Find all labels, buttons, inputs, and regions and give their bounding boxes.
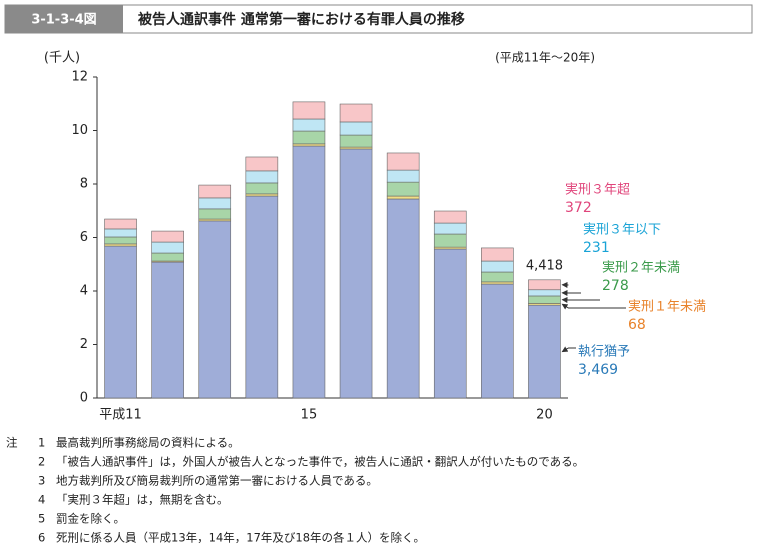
bar-segment [340, 149, 372, 398]
bar-segment [434, 234, 466, 247]
note-text: 死刑に係る人員（平成13年，14年，17年及び18年の各１人）を除く。 [56, 531, 425, 545]
bar-segment [199, 221, 231, 398]
note-number: 4 [38, 493, 45, 507]
arrow [562, 348, 576, 352]
series-value-label: 3,469 [578, 362, 618, 378]
bar-segment [481, 261, 513, 272]
bar-segment [481, 284, 513, 398]
bar-segment [481, 272, 513, 282]
note-text: 地方裁判所及び簡易裁判所の通常第一審における人員である。 [56, 474, 378, 488]
bar-segment [434, 249, 466, 398]
bar-segment [528, 290, 560, 296]
series-name: 実刑３年超 [565, 182, 630, 198]
note-number: 5 [38, 512, 45, 526]
bar-segment [528, 296, 560, 303]
arrow [562, 304, 626, 308]
series-name: 実刑１年未満 [628, 299, 706, 315]
title: 被告人通訳事件 通常第一審における有罪人員の推移 [138, 11, 465, 28]
bar-segment [387, 182, 419, 196]
bar-segment [293, 102, 325, 119]
y-tick-label: 10 [71, 123, 88, 138]
bar-segment [246, 157, 278, 171]
y-tick-label: 12 [71, 70, 88, 85]
bar-segment [528, 305, 560, 398]
period: (平成11年～20年) [495, 51, 595, 65]
bar-segment [246, 183, 278, 194]
bar-segment [340, 122, 372, 135]
series-value-label: 278 [602, 278, 629, 294]
y-tick-label: 8 [80, 177, 88, 192]
series-value-label: 231 [583, 240, 610, 256]
x-tick-label: 20 [536, 408, 553, 423]
note-text: 「被告人通訳事件」は，外国人が被告人となった事件で，被告人に通訳・翻訳人が付いた… [56, 455, 584, 469]
bar-segment [246, 196, 278, 398]
series-value-label: 68 [628, 317, 646, 333]
bar-segment [528, 280, 560, 290]
bar-segment [105, 244, 137, 246]
series-value-label: 372 [565, 200, 592, 216]
bar-segment [293, 131, 325, 144]
bar-segment [246, 194, 278, 196]
bar-segment [105, 237, 137, 244]
bar-segment [152, 253, 184, 261]
note-text: 罰金を除く。 [56, 512, 125, 526]
note-text: 最高裁判所事務総局の資料による。 [56, 436, 240, 450]
y-label: (千人) [44, 51, 80, 66]
total-label: 4,418 [526, 258, 563, 273]
bar-segment [293, 119, 325, 131]
bar-segment [152, 242, 184, 253]
note-number: 2 [38, 455, 45, 469]
bar-segment [105, 246, 137, 398]
note-number: 1 [38, 436, 45, 450]
series-name: 執行猶予 [578, 344, 630, 360]
x-tick-label: 15 [301, 408, 318, 423]
notes: 注 1 最高裁判所事務総局の資料による。 2 「被告人通訳事件」は，外国人が被告人となっ… [6, 436, 584, 545]
y-tick-label: 2 [80, 337, 88, 352]
y-tick-label: 4 [80, 284, 88, 299]
bar-segment [199, 209, 231, 219]
bar-segment [481, 282, 513, 284]
notes-label: 注 [6, 436, 18, 450]
y-tick-label: 0 [80, 391, 88, 406]
x-tick-label: 平成11 [99, 408, 142, 423]
bar-segment [199, 198, 231, 209]
bar-segment [481, 248, 513, 261]
bar-segment [387, 196, 419, 199]
bar-segment [246, 171, 278, 183]
bar-segment [340, 104, 372, 122]
bar-segment [293, 144, 325, 146]
bar-segment [434, 211, 466, 223]
bar-segment [105, 219, 137, 229]
bar-segment [152, 262, 184, 398]
bar-segment [105, 229, 137, 237]
bar-segment [340, 135, 372, 147]
bar-segment [387, 153, 419, 170]
bar-segment [199, 185, 231, 198]
note-number: 3 [38, 474, 45, 488]
figure-no: 3-1-3-4図 [31, 13, 96, 28]
note-text: 「実刑３年超」は，無期を含む。 [56, 493, 229, 507]
bar-segment [434, 223, 466, 234]
bar-segment [387, 170, 419, 182]
series-name: 実刑３年以下 [583, 222, 661, 238]
bar-segment [293, 146, 325, 398]
note-number: 6 [38, 531, 45, 545]
y-tick-label: 6 [80, 230, 88, 245]
bar-segment [387, 199, 419, 398]
series-name: 実刑２年未満 [602, 260, 680, 276]
bar-segment [152, 231, 184, 242]
